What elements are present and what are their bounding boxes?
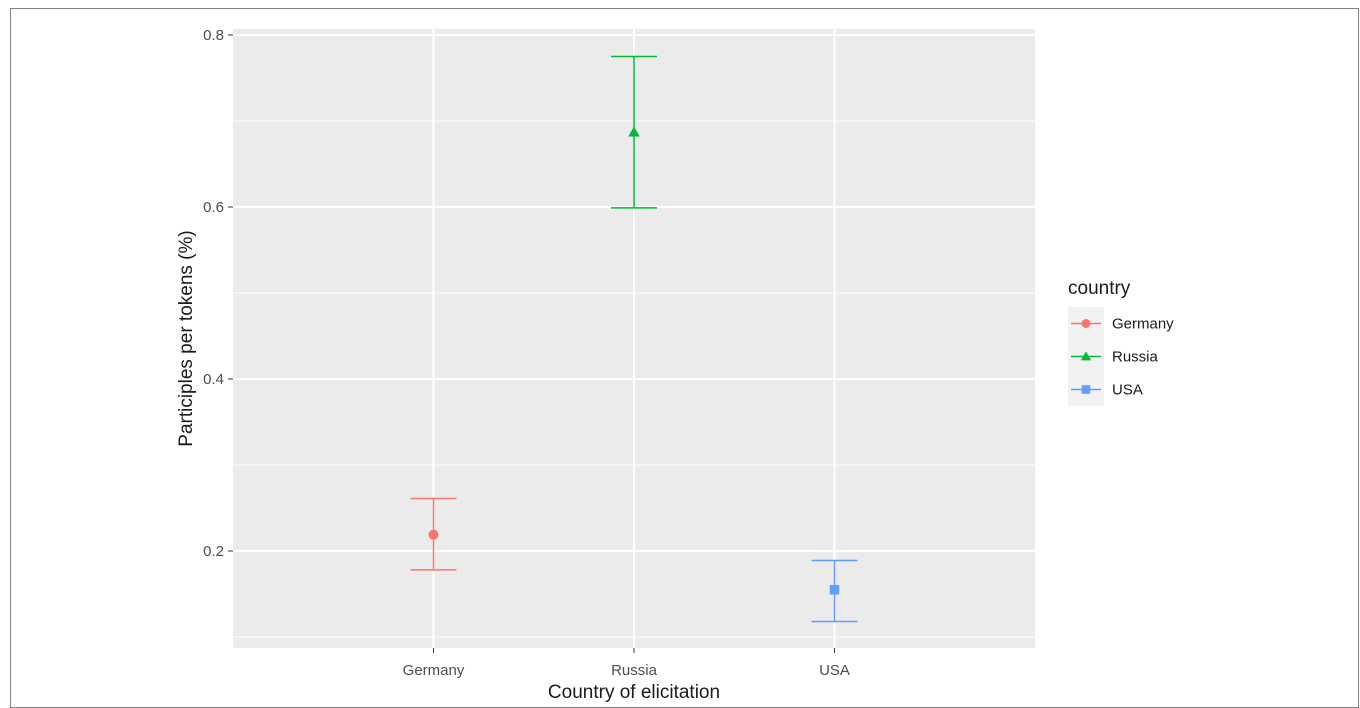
legend-key-point (1081, 319, 1091, 328)
legend-label: Germany (1112, 316, 1174, 333)
mean-point (829, 584, 840, 595)
y-tick-label: 0.8 (203, 27, 224, 44)
errorbar-usa (811, 559, 858, 623)
x-tick-label: Russia (611, 662, 658, 679)
legend-label: USA (1112, 382, 1143, 399)
legend-items: Germany Russia USA (1071, 316, 1174, 399)
y-tick-label: 0.6 (203, 199, 224, 216)
legend-item-russia: Russia (1071, 349, 1159, 366)
errorbar-russia (611, 55, 657, 209)
legend: country Germany Russia USA (1068, 278, 1174, 406)
y-axis-title: Participles per tokens (%) (176, 230, 197, 446)
legend-item-germany: Germany (1071, 316, 1174, 333)
legend-key-point (1080, 351, 1092, 361)
data-marks (410, 55, 858, 623)
x-tick-label: Germany (403, 662, 465, 679)
x-axis-title: Country of elicitation (548, 682, 720, 703)
legend-label: Russia (1112, 349, 1159, 366)
legend-item-usa: USA (1071, 382, 1143, 399)
mean-point (628, 126, 640, 137)
y-axis: 0.2 0.4 0.6 0.8 (203, 27, 233, 560)
errorbar-germany (410, 497, 457, 571)
x-tick-label: USA (819, 662, 850, 679)
mean-point (428, 529, 439, 540)
y-tick-label: 0.2 (203, 543, 224, 560)
legend-title: country (1068, 278, 1131, 299)
x-axis: Germany Russia USA (403, 648, 850, 679)
y-tick-label: 0.4 (203, 371, 224, 388)
legend-key-point (1081, 385, 1091, 394)
